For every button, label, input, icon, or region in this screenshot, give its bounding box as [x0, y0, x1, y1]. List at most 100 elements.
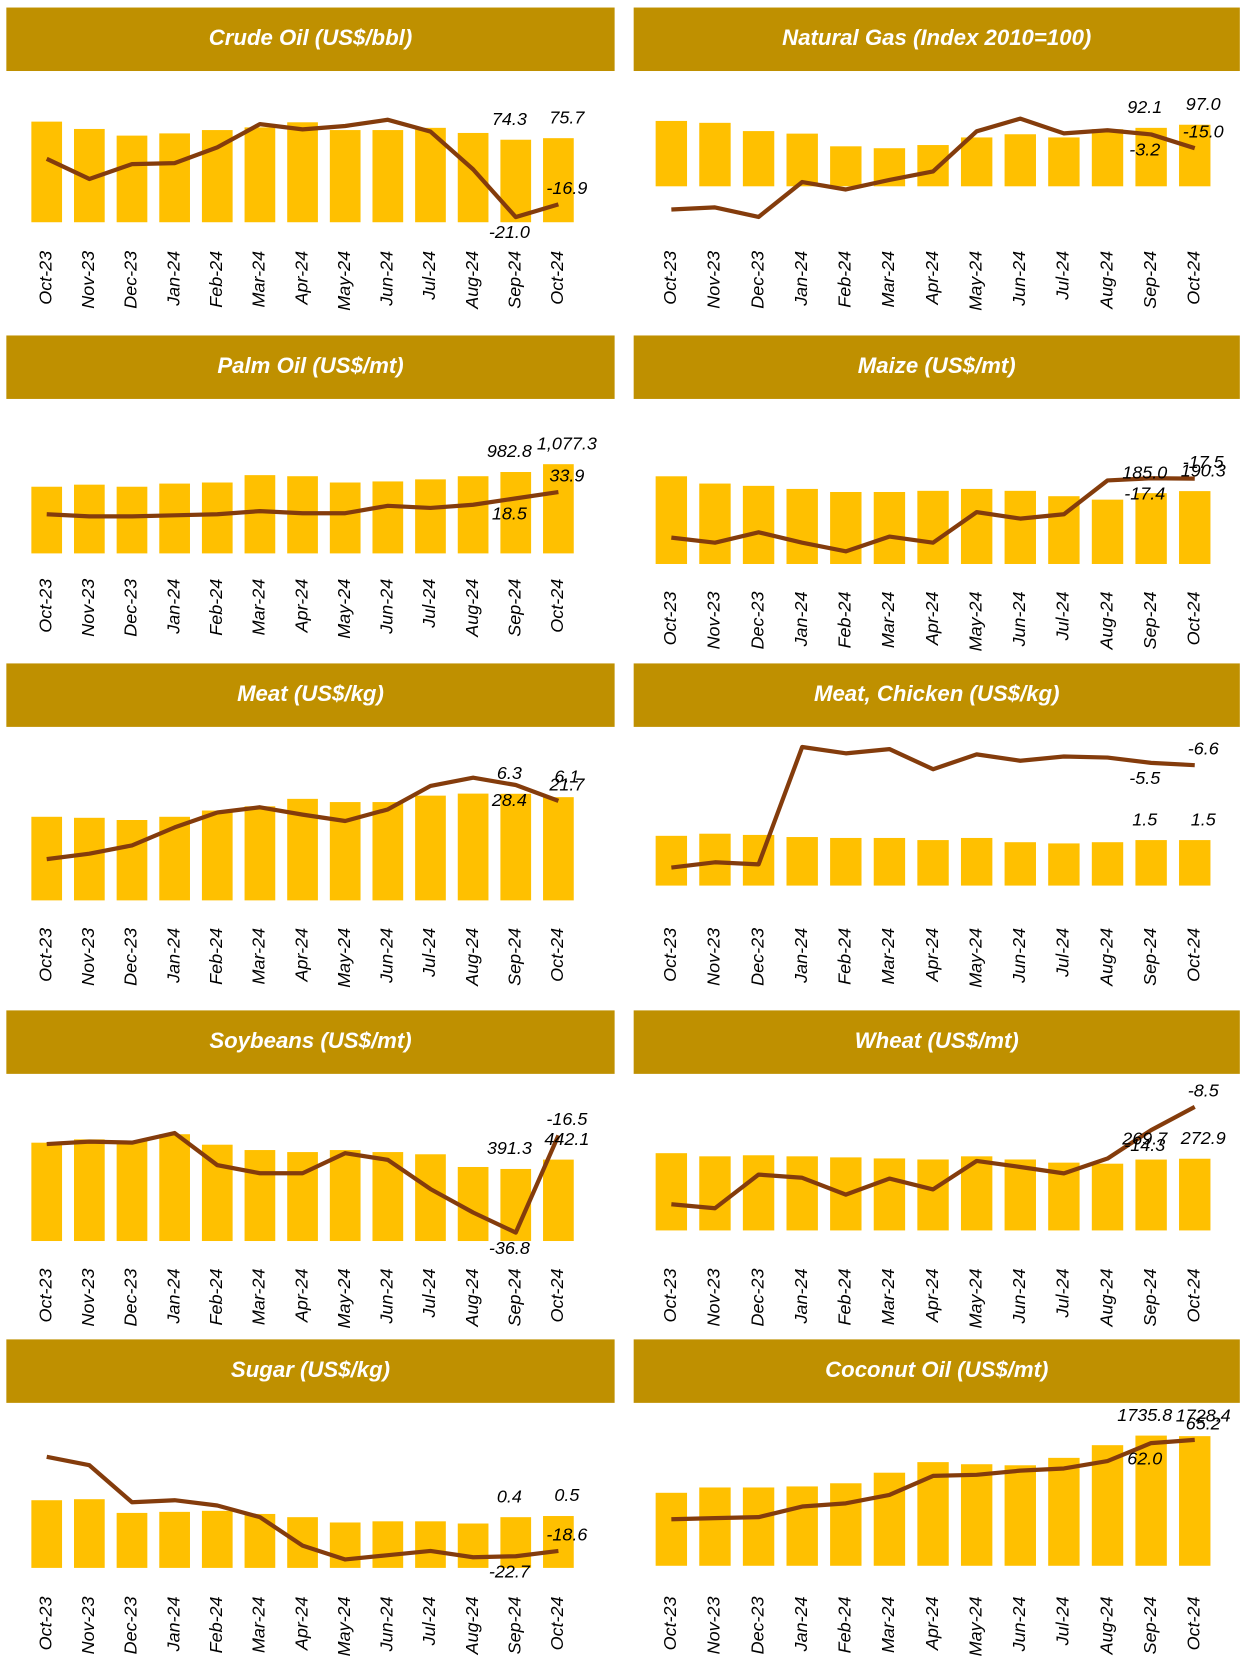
bar — [31, 121, 63, 223]
chart-title: Maize (US$/mt) — [858, 353, 1016, 378]
bar — [73, 484, 105, 554]
title-bar — [6, 1010, 615, 1074]
x-tick-label: Nov-23 — [78, 251, 98, 309]
data-label: -18.6 — [546, 1524, 587, 1544]
x-tick-label: Feb-24 — [206, 251, 226, 308]
data-label: 0.4 — [497, 1486, 522, 1506]
bar — [786, 133, 818, 187]
x-tick-label: Aug-24 — [462, 928, 482, 987]
bar — [1179, 840, 1211, 886]
bar — [457, 476, 489, 554]
line — [671, 476, 1195, 554]
title-bar — [6, 7, 615, 72]
x-tick-label: Mar-24 — [249, 251, 269, 308]
x-tick-label: Oct-24 — [547, 579, 567, 633]
x-tick-label: Jul-24 — [1053, 1269, 1073, 1319]
chart-title: Wheat (US$/mt) — [855, 1028, 1019, 1053]
x-tick-label: May-24 — [334, 1269, 354, 1329]
data-label: -16.9 — [546, 178, 587, 198]
bar — [1004, 1465, 1036, 1566]
data-label: -21.0 — [489, 222, 530, 242]
x-tick-label: Nov-23 — [704, 591, 724, 649]
x-tick-label: Apr-24 — [291, 251, 311, 306]
x-tick-label: Jan-24 — [163, 251, 183, 307]
data-label: 1728.4 — [1176, 1405, 1231, 1425]
x-tick-label: Oct-23 — [35, 928, 55, 982]
title-bar — [633, 1010, 1240, 1074]
data-label: 6.3 — [497, 763, 522, 783]
data-label: 65.2 — [1186, 1413, 1221, 1433]
bar — [457, 793, 489, 901]
x-tick-label: Feb-24 — [206, 1596, 226, 1653]
bar — [1004, 1159, 1036, 1231]
bar — [415, 1521, 446, 1568]
x-tick-label: Jan-24 — [163, 1596, 183, 1652]
data-label: 33.9 — [549, 465, 584, 485]
bar — [201, 810, 233, 901]
chart-title: Palm Oil (US$/mt) — [217, 353, 403, 378]
x-tick-label: Oct-24 — [1183, 1596, 1203, 1650]
x-tick-label: Feb-24 — [206, 1269, 226, 1326]
bar — [742, 131, 775, 187]
bar — [201, 482, 233, 554]
x-tick-label: Jan-24 — [163, 928, 183, 984]
title-bar — [6, 663, 615, 727]
x-tick-label: Aug-24 — [462, 579, 482, 638]
bar — [543, 797, 574, 901]
x-tick-label: Nov-23 — [704, 1269, 724, 1327]
x-tick-label: Sep-24 — [1140, 1269, 1160, 1327]
x-tick-label: Dec-23 — [121, 928, 141, 986]
x-tick-label: Jan-24 — [791, 251, 811, 307]
x-tick-label: Nov-23 — [78, 1596, 98, 1654]
x-tick-label: Aug-24 — [1096, 251, 1116, 310]
bar — [1179, 1158, 1211, 1231]
x-tick-label: Aug-24 — [1096, 1269, 1116, 1328]
line — [46, 489, 559, 519]
bar — [742, 1155, 775, 1231]
data-label: 185.0 — [1122, 462, 1167, 482]
title-bar — [6, 1339, 615, 1403]
data-label: 1735.8 — [1117, 1405, 1172, 1425]
bar — [742, 485, 775, 564]
bar — [329, 130, 361, 223]
data-label: -36.8 — [489, 1238, 530, 1258]
bar — [159, 133, 190, 223]
x-tick-label: Oct-24 — [547, 1596, 567, 1650]
x-tick-label: Sep-24 — [1140, 1596, 1160, 1654]
x-tick-label: Dec-23 — [121, 579, 141, 637]
x-tick-label: Feb-24 — [835, 928, 855, 985]
chart-title: Meat (US$/kg) — [237, 681, 384, 706]
data-label: 75.7 — [549, 107, 585, 127]
bar — [1135, 493, 1167, 564]
data-label: 190.3 — [1181, 460, 1226, 480]
bar — [873, 837, 906, 886]
data-label: 272.9 — [1180, 1128, 1226, 1148]
x-tick-label: Mar-24 — [249, 579, 269, 636]
bar — [116, 486, 148, 554]
bar — [873, 1472, 906, 1566]
bar — [31, 1500, 63, 1568]
bar — [500, 1517, 532, 1568]
x-tick-label: Feb-24 — [835, 1269, 855, 1326]
bar — [1179, 1436, 1211, 1566]
bar — [329, 1150, 361, 1242]
x-tick-label: Aug-24 — [1096, 1596, 1116, 1655]
bar — [201, 1144, 233, 1242]
data-label: 18.5 — [492, 504, 528, 524]
x-tick-label: Jun-24 — [377, 1269, 397, 1325]
x-tick-label: Jul-24 — [1053, 1596, 1073, 1646]
bar — [159, 1134, 190, 1242]
chart-title: Natural Gas (Index 2010=100) — [782, 25, 1091, 50]
bar — [500, 139, 532, 223]
x-tick-label: Oct-23 — [35, 251, 55, 305]
title-bar — [633, 663, 1240, 727]
x-tick-label: Sep-24 — [505, 1269, 525, 1327]
x-tick-label: Nov-23 — [704, 1596, 724, 1654]
chart-title: Meat, Chicken (US$/kg) — [814, 681, 1060, 706]
x-tick-label: Nov-23 — [78, 1269, 98, 1327]
x-tick-label: Jun-24 — [377, 251, 397, 307]
data-label: -17.5 — [1183, 452, 1225, 472]
line — [671, 116, 1196, 220]
x-tick-label: Dec-23 — [121, 1269, 141, 1327]
x-tick-label: Dec-23 — [747, 928, 767, 986]
